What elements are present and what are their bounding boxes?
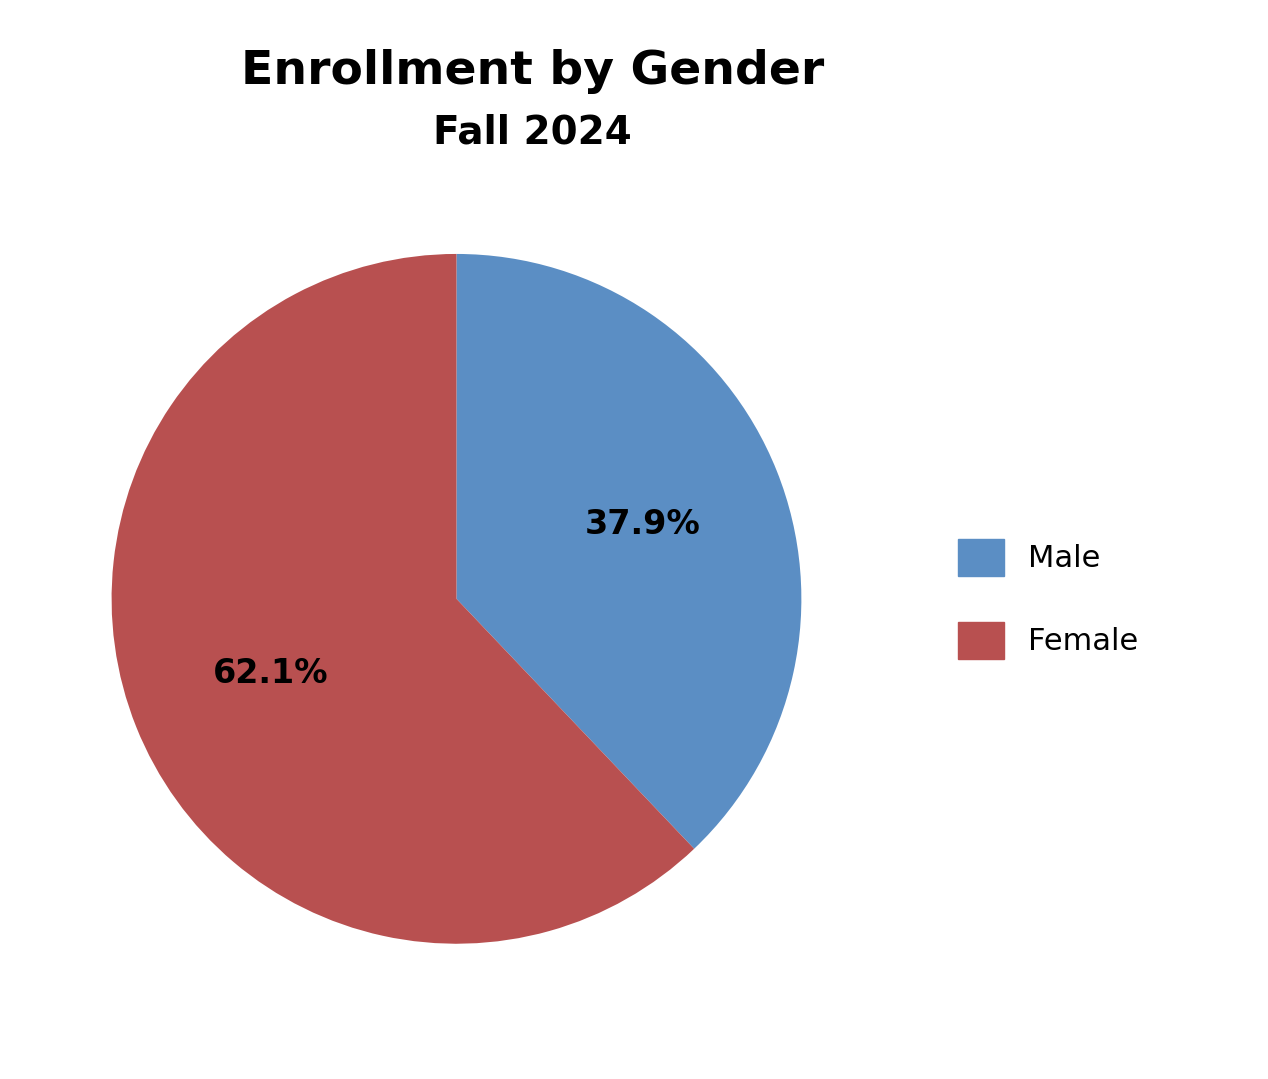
Legend: Male, Female: Male, Female bbox=[946, 527, 1151, 671]
Text: 62.1%: 62.1% bbox=[213, 656, 328, 689]
Text: Fall 2024: Fall 2024 bbox=[434, 113, 631, 151]
Wedge shape bbox=[112, 254, 694, 944]
Text: Enrollment by Gender: Enrollment by Gender bbox=[241, 49, 824, 94]
Wedge shape bbox=[456, 254, 801, 849]
Text: 37.9%: 37.9% bbox=[585, 508, 700, 542]
